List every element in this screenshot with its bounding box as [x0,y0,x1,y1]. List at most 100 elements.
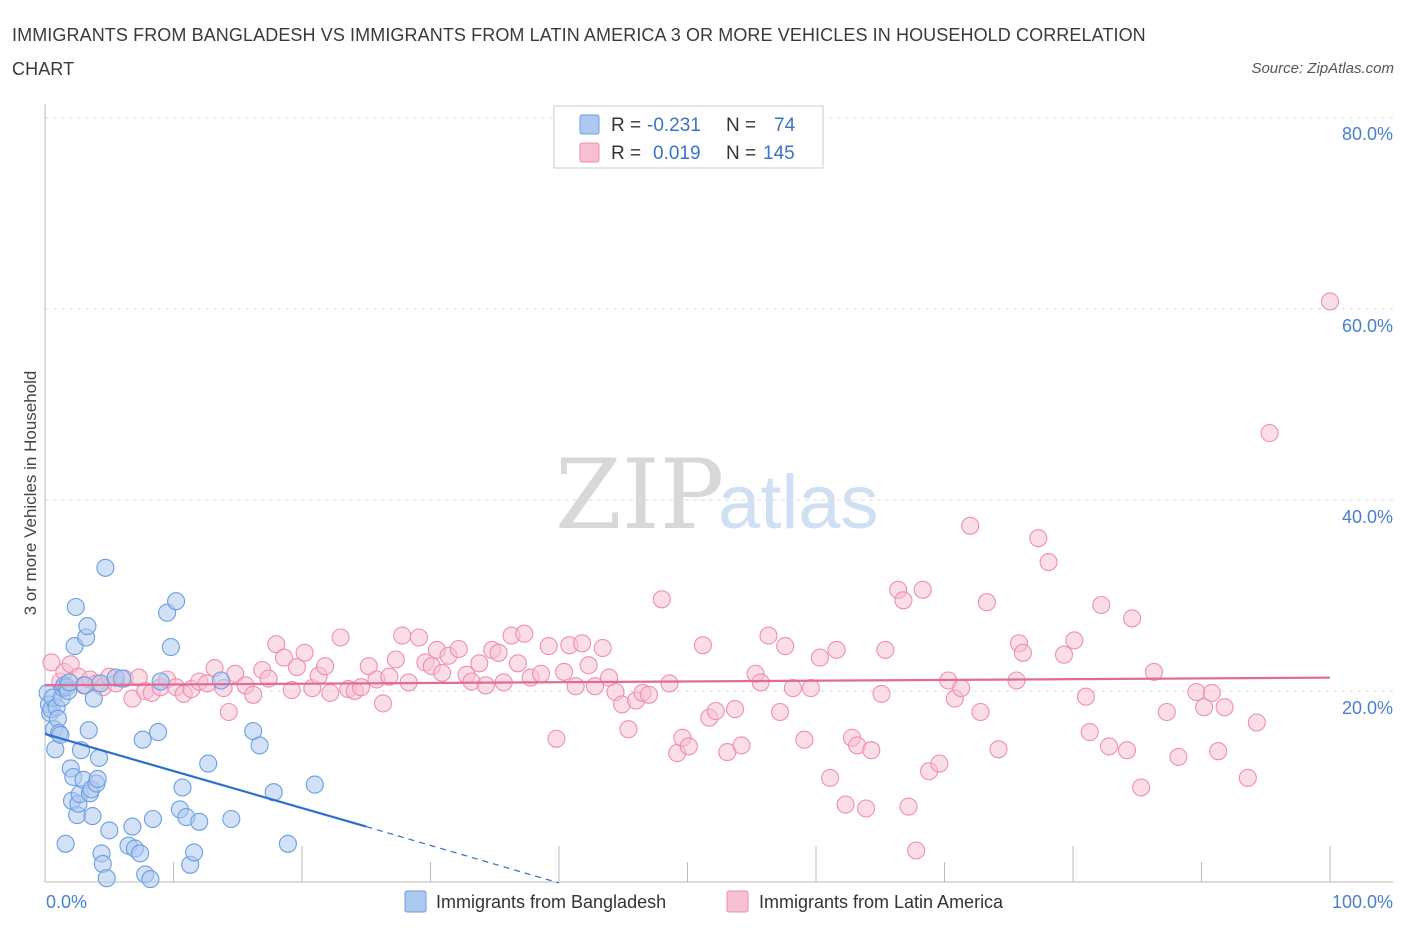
x-tick-label-max: 100.0% [1332,892,1393,912]
point-bangladesh [56,834,75,853]
point-bangladesh [190,812,209,831]
point-latin-america [989,740,1008,759]
point-latin-america [547,729,566,748]
point-bangladesh [133,730,152,749]
point-latin-america [1157,702,1176,722]
point-latin-america [409,628,428,647]
data-points [38,292,1340,889]
point-bangladesh [60,673,79,692]
point-latin-america [971,702,990,722]
point-latin-america [433,663,452,682]
point-latin-america [331,628,350,647]
point-latin-america [321,683,340,702]
point-latin-america [1215,698,1234,717]
point-latin-america [660,674,679,693]
point-latin-america [652,590,671,609]
point-latin-america [1187,682,1206,702]
point-latin-america [1260,424,1279,443]
point-latin-america [282,680,301,700]
point-latin-america [295,643,314,662]
point-latin-america [1144,662,1164,681]
point-latin-america [1202,683,1221,702]
point-latin-america [476,676,495,695]
point-bangladesh [83,807,102,826]
point-latin-america [759,626,778,645]
y-tick-label: 80.0% [1342,124,1393,144]
point-bangladesh [185,843,204,862]
point-latin-america [1080,723,1099,742]
point-bangladesh [199,754,218,773]
point-bangladesh [131,844,150,863]
point-bangladesh [91,674,110,693]
legend-r-value: 0.019 [653,143,701,164]
watermark-zip: ZIP [555,439,724,551]
point-latin-america [679,737,698,756]
point-bangladesh [173,778,192,797]
point-bangladesh [167,592,186,611]
legend-r-value: -0.231 [647,115,701,136]
point-latin-america [894,591,913,610]
point-latin-america [449,639,468,659]
point-latin-america [1238,768,1257,787]
point-latin-america [876,640,895,659]
x-tick-label-min: 0.0% [46,892,87,912]
y-tick-label: 40.0% [1342,507,1393,527]
point-latin-america [244,685,263,704]
y-tick-label: 60.0% [1342,316,1393,336]
point-bangladesh [211,671,231,690]
point-bangladesh [96,558,115,577]
point-latin-america [393,626,412,645]
legend-n-label: N = [726,143,756,164]
point-latin-america [219,702,238,722]
point-latin-america [795,730,814,749]
point-bangladesh [78,617,97,636]
point-latin-america [380,667,399,686]
point-bangladesh [100,821,119,840]
point-bangladesh [84,689,103,708]
point-latin-america [489,643,508,662]
point-latin-america [386,650,405,669]
point-latin-america [776,637,795,656]
legend-label-bangladesh: Immigrants from Bangladesh [436,892,666,912]
point-latin-america [1195,698,1214,717]
point-latin-america [1132,778,1151,797]
point-latin-america [810,648,829,667]
point-latin-america [573,634,592,653]
legend-n-value: 145 [763,143,795,164]
point-bangladesh [113,669,132,688]
point-latin-america [1092,595,1111,615]
legend-swatch-bangladesh [404,890,427,913]
point-latin-america [1117,741,1137,760]
point-bangladesh [151,672,170,691]
correlation-legend: R = -0.231 N = 74 R = 0.019 N = 145 [553,105,824,169]
point-bangladesh [123,817,142,836]
point-latin-america [531,664,551,683]
point-latin-america [907,841,926,860]
point-latin-america [1209,742,1228,761]
trend-line-bangladesh-extension [366,826,560,884]
point-latin-america [274,648,294,667]
point-latin-america [862,741,881,760]
point-bangladesh [141,870,160,889]
point-latin-america [316,657,335,676]
point-bangladesh [222,809,241,829]
point-latin-america [42,653,61,672]
point-latin-america [961,516,980,535]
point-bangladesh [143,809,162,829]
y-tick-label: 20.0% [1342,698,1393,718]
point-latin-america [1029,529,1048,548]
point-bangladesh [278,834,297,853]
point-latin-america [977,593,996,612]
point-latin-america [857,799,876,818]
series-legend: Immigrants from Bangladesh Immigrants fr… [404,890,1004,913]
point-latin-america [821,768,840,787]
axes [44,104,1393,883]
point-latin-america [930,754,949,773]
point-latin-america [1013,643,1032,662]
point-latin-america [539,637,558,656]
point-latin-america [352,678,371,697]
legend-label-latin-america: Immigrants from Latin America [759,892,1004,912]
point-latin-america [706,702,725,721]
point-latin-america [751,673,770,692]
